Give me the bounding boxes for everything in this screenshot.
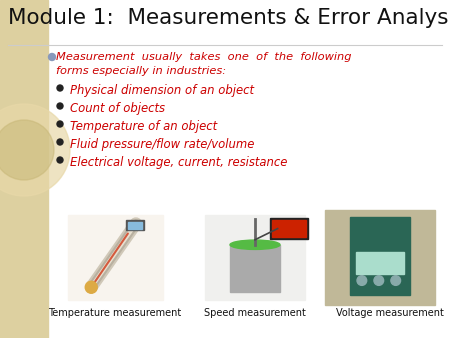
- Circle shape: [0, 104, 70, 196]
- Circle shape: [57, 85, 63, 91]
- Text: Temperature of an object: Temperature of an object: [70, 120, 217, 133]
- Text: Temperature measurement: Temperature measurement: [49, 308, 182, 318]
- Circle shape: [357, 276, 367, 285]
- Text: Measurement  usually  takes  one  of  the  following: Measurement usually takes one of the fol…: [56, 52, 351, 62]
- Bar: [126, 219, 144, 230]
- Circle shape: [374, 276, 384, 285]
- Text: Electrical voltage, current, resistance: Electrical voltage, current, resistance: [70, 156, 288, 169]
- Circle shape: [0, 120, 54, 180]
- Circle shape: [85, 281, 97, 293]
- Text: Fluid pressure/flow rate/volume: Fluid pressure/flow rate/volume: [70, 138, 254, 151]
- Text: Speed measurement: Speed measurement: [204, 308, 306, 318]
- Bar: [230, 245, 280, 291]
- Circle shape: [57, 139, 63, 145]
- Bar: [356, 252, 404, 273]
- Bar: [272, 220, 306, 237]
- Text: forms especially in industries:: forms especially in industries:: [56, 66, 226, 76]
- Circle shape: [49, 53, 55, 61]
- Text: Count of objects: Count of objects: [70, 102, 165, 115]
- Circle shape: [57, 157, 63, 163]
- Bar: [270, 218, 308, 239]
- Bar: [0, 0, 48, 338]
- Circle shape: [391, 276, 400, 285]
- Text: Voltage measurement: Voltage measurement: [336, 308, 444, 318]
- Bar: [325, 210, 435, 305]
- Bar: [68, 215, 162, 300]
- Circle shape: [57, 103, 63, 109]
- Bar: [205, 215, 305, 300]
- Text: Physical dimension of an object: Physical dimension of an object: [70, 84, 254, 97]
- Bar: [350, 217, 410, 294]
- Circle shape: [57, 121, 63, 127]
- Bar: [128, 221, 142, 228]
- Ellipse shape: [230, 240, 280, 249]
- Text: Module 1:  Measurements & Error Analysis: Module 1: Measurements & Error Analysis: [8, 8, 450, 28]
